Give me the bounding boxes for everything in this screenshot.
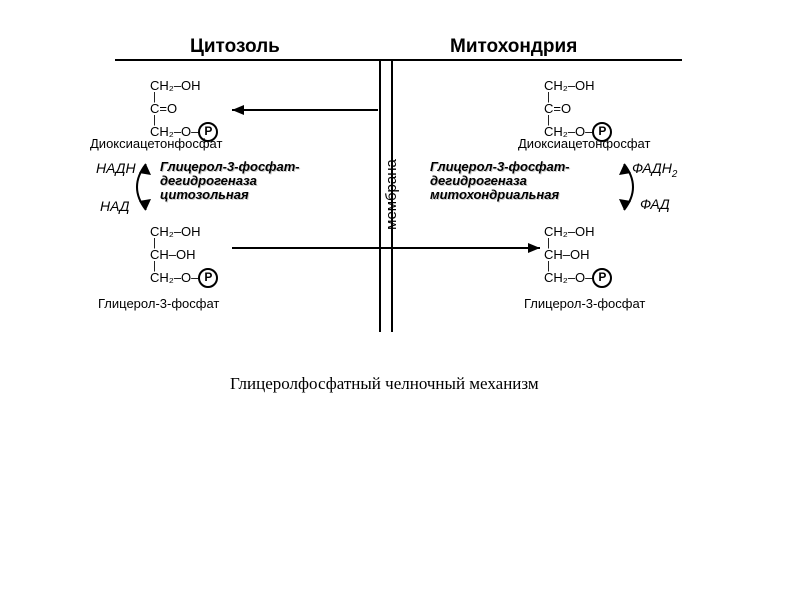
mol-bond: |	[150, 239, 218, 247]
arrow-top	[232, 105, 378, 115]
caption: Глицеролфосфатный челночный механизм	[230, 374, 539, 394]
enzyme-left: Глицерол-3-фосфат- дегидрогеназа цитозол…	[160, 160, 300, 202]
cofactor-fadh2: ФАДН2	[632, 160, 677, 180]
header-right: Митохондрия	[450, 36, 577, 58]
enzyme-line: дегидрогеназа	[430, 174, 570, 188]
mol-bond: |	[544, 93, 612, 101]
mol-line: C=O	[544, 101, 612, 116]
label-left-bot: Глицерол-3-фосфат	[98, 296, 219, 311]
enzyme-line: дегидрогеназа	[160, 174, 300, 188]
mol-line: C=O	[150, 101, 218, 116]
mol-line: CH–OH	[544, 247, 612, 262]
arc-left	[137, 164, 151, 210]
mol-right-bot: CH₂–OH | CH–OH | CH₂–O–P	[544, 224, 612, 285]
mol-line: CH–OH	[150, 247, 218, 262]
phosphate-icon: P	[592, 268, 612, 288]
mol-line: CH₂–OH	[544, 78, 612, 93]
mol-line: CH₂–O–P	[544, 270, 612, 285]
arrow-bottom	[232, 243, 540, 253]
mol-line: CH₂–OH	[150, 224, 218, 239]
arc-right	[619, 164, 633, 210]
cofactor-nadh: НАДН	[96, 160, 136, 176]
mol-bond: |	[150, 93, 218, 101]
mol-bond: |	[544, 239, 612, 247]
enzyme-line: митохондриальная	[430, 188, 570, 202]
diagram-root: { "canvas":{"w":800,"h":600,"bg":"#fffff…	[0, 0, 800, 600]
cofactor-fad: ФАД	[640, 196, 670, 212]
label-left-top: Диоксиацетонфосфат	[90, 136, 222, 151]
mol-line: CH₂–O–P	[150, 270, 218, 285]
enzyme-line: цитозольная	[160, 188, 300, 202]
enzyme-line: Глицерол-3-фосфат-	[430, 160, 570, 174]
mol-line: CH₂–OH	[544, 224, 612, 239]
cofactor-nad: НАД	[100, 198, 129, 214]
enzyme-right: Глицерол-3-фосфат- дегидрогеназа митохон…	[430, 160, 570, 202]
header-left: Цитозоль	[190, 36, 280, 58]
mol-left-top: CH₂–OH | C=O | CH₂–O–P	[150, 78, 218, 139]
phosphate-icon: P	[198, 268, 218, 288]
enzyme-line: Глицерол-3-фосфат-	[160, 160, 300, 174]
membrane-label: мембрана	[383, 159, 400, 230]
label-right-bot: Глицерол-3-фосфат	[524, 296, 645, 311]
mol-right-top: CH₂–OH | C=O | CH₂–O–P	[544, 78, 612, 139]
mol-line: CH₂–OH	[150, 78, 218, 93]
label-right-top: Диоксиацетонфосфат	[518, 136, 650, 151]
mol-left-bot: CH₂–OH | CH–OH | CH₂–O–P	[150, 224, 218, 285]
